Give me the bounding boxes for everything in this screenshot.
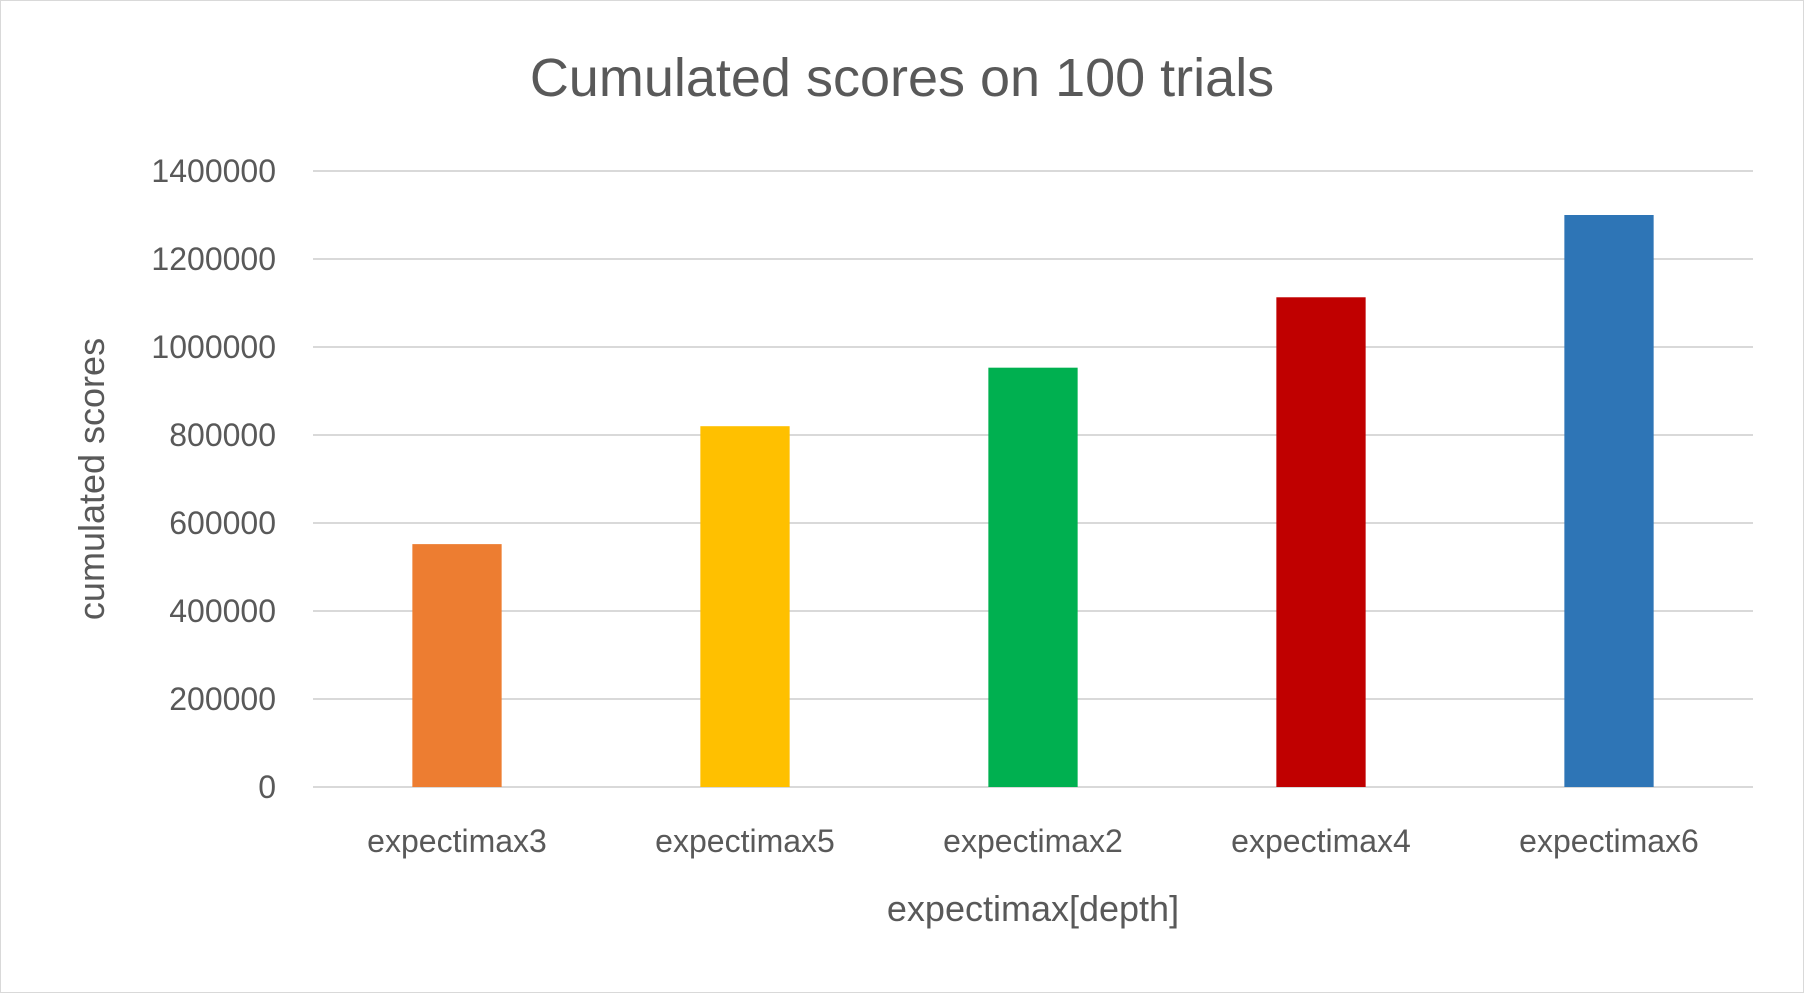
x-tick-label: expectimax5 <box>655 823 835 859</box>
bars <box>412 215 1654 787</box>
y-tick-label: 800000 <box>169 417 276 453</box>
bar-expectimax5 <box>700 426 790 787</box>
y-tick-label: 400000 <box>169 593 276 629</box>
x-axis-title: expectimax[depth] <box>887 888 1179 929</box>
x-tick-label: expectimax3 <box>367 823 547 859</box>
y-tick-label: 1400000 <box>151 153 276 189</box>
y-tick-label: 1000000 <box>151 329 276 365</box>
y-tick-label: 200000 <box>169 681 276 717</box>
x-tick-label: expectimax2 <box>943 823 1123 859</box>
bar-expectimax3 <box>412 544 502 787</box>
bar-expectimax2 <box>988 367 1078 787</box>
bar-expectimax4 <box>1276 297 1366 787</box>
y-tick-label: 1200000 <box>151 241 276 277</box>
x-tick-label: expectimax6 <box>1519 823 1699 859</box>
x-tick-label: expectimax4 <box>1231 823 1411 859</box>
y-tick-label: 0 <box>258 769 276 805</box>
y-axis-ticks: 0 200000 400000 600000 800000 1000000 1200000 1… <box>151 153 276 805</box>
y-tick-label: 600000 <box>169 505 276 541</box>
chart-title: Cumulated scores on 100 trials <box>530 48 1274 108</box>
bar-expectimax6 <box>1564 215 1654 787</box>
y-axis-title: cumulated scores <box>71 338 112 620</box>
x-axis-ticks: expectimax3 expectimax5 expectimax2 expecti… <box>367 823 1699 859</box>
